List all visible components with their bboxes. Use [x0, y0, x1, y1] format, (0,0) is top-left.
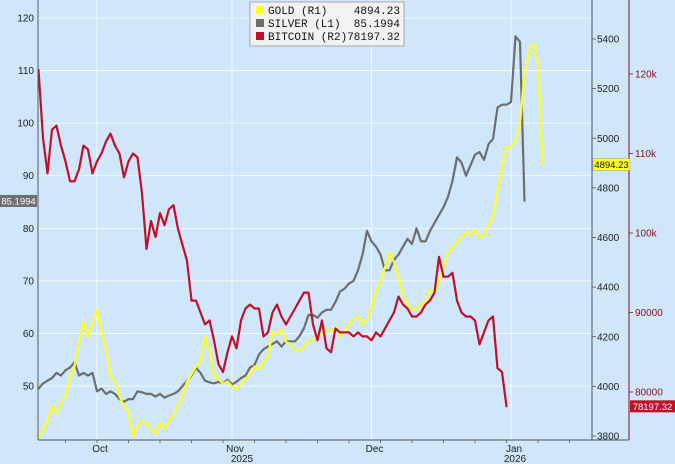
legend-value-bitcoin: 78197.32	[347, 32, 400, 44]
x-axis-tick-label: Jan	[506, 444, 522, 455]
left-axis-tick-label: 60	[23, 329, 35, 340]
legend-swatch-bitcoin	[256, 32, 264, 40]
left-axis-tick-label: 50	[23, 382, 35, 393]
x-axis-tick-label: Dec	[366, 444, 384, 455]
x-axis-tick-label: Nov	[226, 444, 244, 455]
legend-swatch-silver	[256, 19, 264, 27]
right-axis-2-tick-label: 110k	[635, 149, 657, 160]
axis-labels: 50 60 70 80 90 100 110 120 Oct Nov Dec Jan 2025 2026 3…	[0, 14, 675, 464]
gold-last-value-flag	[592, 158, 631, 171]
bitcoin-last-value-flag	[630, 400, 675, 413]
right-axis-1-tick-label: 5000	[597, 134, 620, 145]
x-axis-year-label: 2025	[231, 454, 254, 464]
series-line-bitcoin	[37, 68, 508, 408]
legend: GOLD (R1) 4894.23 SILVER (L1) 85.1994 BI…	[249, 1, 405, 47]
x-axis-year-label: 2026	[504, 454, 527, 464]
right-axis-1-tick-label: 4800	[597, 183, 620, 194]
series-line-silver	[37, 35, 526, 403]
legend-value-silver: 85.1994	[354, 19, 401, 31]
axes	[37, 0, 633, 443]
right-axis-1-tick-label: 4400	[597, 283, 620, 294]
right-axis-2-tick-label: 120k	[635, 70, 658, 81]
x-axis-tick-label: Oct	[92, 444, 108, 455]
right-axis-1-tick-label: 5400	[597, 35, 620, 46]
legend-swatch-gold	[256, 6, 264, 14]
right-axis-1-tick-label: 4200	[597, 332, 620, 343]
series-lines	[37, 35, 544, 439]
legend-label-bitcoin: BITCOIN (R2)	[268, 32, 347, 44]
right-axis-2-tick-label: 90000	[635, 308, 663, 319]
left-axis-tick-label: 120	[17, 14, 34, 25]
bitcoin-last-value-text: 78197.32	[633, 402, 673, 413]
right-axis-2-tick-label: 80000	[635, 388, 663, 399]
right-axis-1-tick-label: 3800	[597, 432, 620, 443]
legend-value-gold: 4894.23	[354, 6, 400, 18]
right-axis-1-tick-label: 5200	[597, 84, 620, 95]
legend-box	[249, 1, 405, 47]
series-line-gold	[37, 42, 544, 439]
left-axis-tick-label: 110	[18, 66, 34, 77]
right-axis-1-tick-label: 4000	[597, 382, 620, 393]
legend-label-gold: GOLD (R1)	[268, 6, 327, 18]
gold-last-value-text: 4894.23	[594, 160, 628, 171]
silver-last-value-text: 85.1994	[1, 196, 35, 207]
left-axis-tick-label: 90	[23, 171, 35, 182]
left-axis-tick-label: 70	[23, 276, 35, 287]
left-axis-tick-label: 80	[23, 224, 35, 235]
silver-last-value-flag	[0, 194, 37, 207]
legend-label-silver: SILVER (L1)	[268, 19, 341, 31]
grid-lines	[38, 0, 592, 440]
left-axis-tick-label: 100	[17, 119, 34, 130]
right-axis-2-tick-label: 100k	[635, 229, 658, 240]
right-axis-1-tick-label: 4600	[597, 233, 620, 244]
